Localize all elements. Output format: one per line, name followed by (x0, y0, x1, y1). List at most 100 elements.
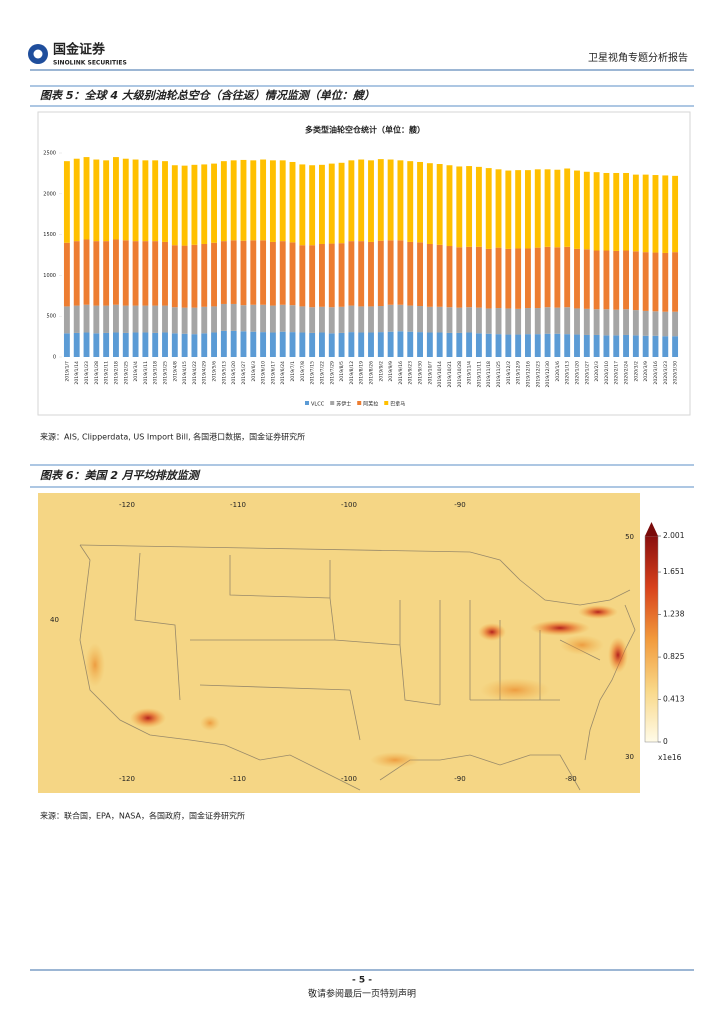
bar-segment (220, 330, 227, 357)
x-tick-label: 2019/12/30 (545, 361, 551, 388)
hotspot (130, 708, 166, 728)
x-tick-label: 2019/1/23 (84, 361, 90, 385)
bar-segment (397, 304, 404, 332)
bar-segment (485, 168, 492, 249)
x-tick-label: 2020/3/16 (653, 361, 659, 385)
bar-segment (525, 248, 531, 309)
bar-segment (456, 247, 463, 308)
bar-segment (289, 332, 296, 357)
bar-segment (309, 332, 316, 357)
bar-segment (348, 305, 355, 333)
x-tick-label: 2020/3/30 (673, 361, 679, 385)
x-tick-label: 2019/5/20 (231, 361, 237, 385)
bar-segment (181, 245, 188, 308)
bar-segment (103, 160, 110, 242)
bar-segment (309, 245, 316, 308)
bar-segment (93, 333, 100, 357)
x-tick-label: 2019/1/28 (94, 361, 100, 385)
bar-segment (191, 244, 198, 308)
legend-label: 阿芙拉 (363, 401, 378, 408)
lon-label: -120 (119, 775, 135, 783)
bar-segment (564, 168, 571, 247)
y-tick-label: 0 (53, 355, 56, 361)
x-tick-label: 2019/6/24 (280, 361, 286, 385)
bar-segment (554, 307, 561, 334)
bar-segment (407, 161, 414, 242)
hotspot (530, 620, 590, 636)
bar-segment (93, 159, 100, 242)
figure-caption: 图表 5：全球 4 大级别油轮总空仓（含往返）情况监测（单位：艘） (40, 89, 375, 102)
y-tick-label: 500 (46, 314, 56, 320)
bar-segment (593, 309, 600, 335)
x-tick-label: 2019/3/4 (133, 361, 139, 382)
bar-segment (181, 165, 188, 246)
bar-segment (122, 240, 129, 306)
bar-segment (328, 163, 335, 244)
bar-segment (672, 311, 679, 337)
bar-segment (299, 306, 306, 333)
bar-segment (142, 305, 149, 333)
bar-segment (338, 162, 345, 244)
x-tick-label: 2019/2/11 (104, 361, 110, 385)
bar-segment (407, 305, 414, 332)
bar-segment (269, 160, 276, 242)
bar-segment (328, 307, 335, 334)
bar-segment (289, 242, 296, 306)
x-tick-label: 2019/9/30 (418, 361, 424, 385)
logo-mark-inner (33, 49, 43, 59)
x-tick-label: 2020/3/23 (663, 361, 669, 385)
legend-swatch (305, 401, 309, 405)
bar-segment (564, 334, 571, 357)
bar-segment (132, 332, 139, 357)
x-tick-label: 2019/9/23 (408, 361, 414, 385)
colorbar-tick-label: 0.413 (663, 694, 685, 703)
bar-segment (122, 305, 129, 333)
colorbar-tick-label: 1.651 (663, 567, 685, 576)
bar-segment (162, 241, 168, 306)
bar-segment (495, 169, 502, 248)
report-title: 卫星视角专题分析报告 (588, 51, 688, 64)
bar-segment (525, 170, 531, 249)
bar-segment (319, 164, 325, 244)
x-tick-label: 2019/3/11 (143, 361, 149, 385)
bar-segment (554, 169, 561, 248)
bar-segment (132, 241, 139, 306)
bar-segment (662, 252, 669, 312)
page-number: - 5 - (352, 976, 372, 986)
bar-segment (525, 334, 531, 357)
bar-segment (456, 332, 463, 357)
bar-segment (623, 250, 629, 310)
bar-segment (279, 331, 286, 357)
bar-segment (377, 159, 384, 241)
bar-segment (368, 306, 374, 333)
bar-segment (485, 333, 492, 357)
bar-segment (397, 331, 404, 357)
bar-segment (132, 159, 139, 242)
x-tick-label: 2019/2/18 (113, 361, 119, 385)
bar-segment (230, 303, 237, 331)
bar-segment (358, 306, 365, 333)
bar-segment (152, 241, 159, 306)
lat-label: 40 (50, 616, 59, 624)
bar-segment (83, 332, 90, 357)
legend-label: VLCC (311, 402, 325, 408)
bar-segment (73, 241, 80, 306)
bar-segment (171, 307, 178, 334)
x-tick-label: 2020/3/9 (643, 361, 649, 382)
bar-segment (642, 310, 649, 336)
colorbar (644, 535, 659, 743)
colorbar-tick-label: 0.825 (663, 652, 685, 661)
bar-segment (583, 249, 590, 309)
bar-segment (387, 304, 394, 332)
x-tick-label: 2019/3/18 (153, 361, 159, 385)
lat-label: 30 (625, 753, 634, 761)
bar-segment (122, 158, 129, 241)
bar-segment (623, 172, 629, 251)
x-tick-label: 2019/4/29 (202, 361, 208, 385)
lon-label: -100 (341, 775, 357, 783)
bar-segment (338, 306, 345, 333)
bar-segment (544, 169, 551, 247)
colorbar-unit: x1e16 (658, 753, 682, 762)
x-tick-label: 2019/6/3 (251, 361, 257, 382)
bar-segment (171, 333, 178, 357)
